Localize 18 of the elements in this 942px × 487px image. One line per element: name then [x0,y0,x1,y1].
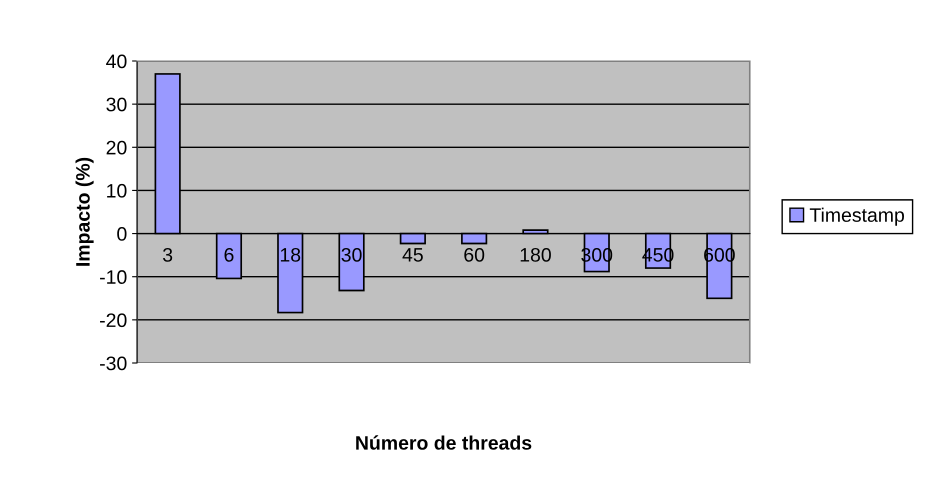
x-tick-label: 45 [402,248,423,262]
x-tick-label: 6 [224,248,234,262]
y-tick-label: 30 [106,98,127,112]
x-tick-label: 60 [464,248,484,262]
legend-label: Timestamp [810,208,904,226]
x-tick-label: 180 [520,248,551,262]
y-tick-label: 0 [117,227,127,241]
y-tick-label: 40 [106,54,127,68]
x-tick-label: 3 [162,248,172,262]
y-tick-label: -30 [100,356,127,370]
x-tick-label: 30 [341,248,362,262]
y-tick-label: -20 [100,313,127,328]
y-tick-label: 10 [107,184,127,198]
y-axis-title: Impacto (%) [75,158,94,266]
y-tick-label: 20 [106,140,127,155]
y-tick-label: -10 [100,270,127,284]
x-axis-title: Número de threads [356,435,532,450]
x-tick-label: 18 [280,248,300,262]
